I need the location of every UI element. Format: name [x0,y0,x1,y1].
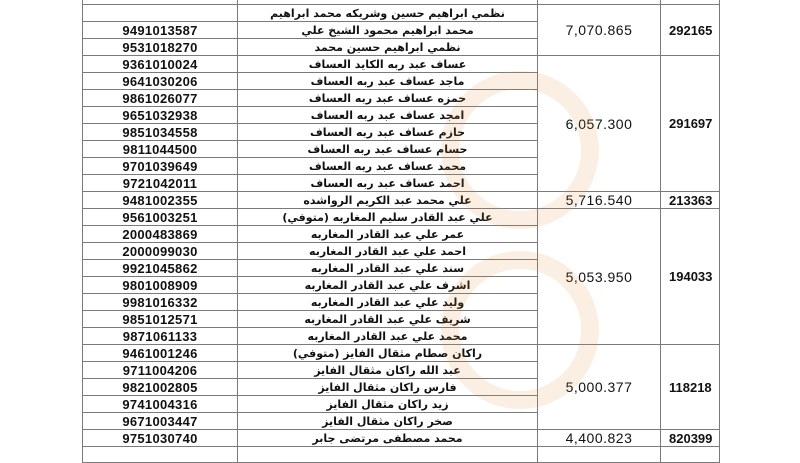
name-cell: عبد الله راكان مثقال الفايز [237,361,538,379]
name-cell: امجد عساف عبد ربه العساف [237,106,538,124]
id-number-cell: 9721042011 [82,174,238,192]
id-number-cell: 9861026077 [82,89,238,107]
amount-cell: 5,000.377 [537,344,661,430]
name-cell: شريف علي عبد القادر المغاربه [237,310,538,328]
name-cell: راكان صطام مثقال الفايز (متوفي) [237,344,538,362]
name-cell: محمد مصطفى مرتضى جابر [237,429,538,447]
name-cell: محمد عساف عبد ربه العساف [237,157,538,175]
name-cell: زيد راكان مثقال الفايز [237,395,538,413]
code-cell: 194033 [660,208,720,345]
name-cell: وليد علي عبد القادر المغاربه [237,293,538,311]
name-cell: سند علي عبد القادر المغاربه [237,259,538,277]
code-cell: 820399 [660,429,720,447]
id-number-cell: 9491013587 [82,21,238,39]
name-cell: نظمي ابراهيم حسين وشريكه محمد ابراهيم [237,4,538,22]
id-number-cell: 2000483869 [82,225,238,243]
name-cell: محمد ابراهيم محمود الشيخ علي [237,21,538,39]
name-cell: علي عبد القادر سليم المغاربه (متوفي) [237,208,538,226]
id-number-cell: 9811044500 [82,140,238,158]
id-number-cell: 9751030740 [82,429,238,447]
name-cell: فارس راكان مثقال الفايز [237,378,538,396]
id-number-cell: 9531018270 [82,38,238,56]
name-cell: احمد علي عبد القادر المغاربه [237,242,538,260]
name-cell: علي محمد عبد الكريم الرواشده [237,191,538,209]
name-cell: عمر علي عبد القادر المغاربه [237,225,538,243]
id-number-cell: 9851012571 [82,310,238,328]
amount-cell: 6,057.300 [537,55,661,192]
id-number-cell: 9361010024 [82,55,238,73]
amount-cell: 5,053.950 [537,208,661,345]
id-number-cell: 9701039649 [82,157,238,175]
beneficiaries-table: نظمي ابراهيم حسين وشريكه محمد ابراهيم 949… [82,0,720,463]
id-number-cell: 9921045862 [82,259,238,277]
id-number-cell: 9801008909 [82,276,238,294]
name-cell: احمد عساف عبد ربه العساف [237,174,538,192]
id-number-cell: 9871061133 [82,327,238,345]
name-cell: عساف عبد ربه الكايد العساف [237,55,538,73]
id-number-cell: 9671003447 [82,412,238,430]
id-number-cell: 9711004206 [82,361,238,379]
name-cell: ماجد عساف عبد ربه العساف [237,72,538,90]
name-cell: اشرف علي عبد القادر المغاربه [237,276,538,294]
id-number-cell: 9821002805 [82,378,238,396]
id-number-cell: 2000099030 [82,242,238,260]
code-cell: 118218 [660,344,720,430]
name-cell: حسام عساف عبد ربه العساف [237,140,538,158]
amount-cell: 4,400.823 [537,429,661,447]
id-number-cell: 9851034558 [82,123,238,141]
id-number-cell: 9461001246 [82,344,238,362]
id-number-cell: 9741004316 [82,395,238,413]
code-cell: 292165 [660,4,720,56]
code-cell: 213363 [660,191,720,209]
id-number-cell: 9641030206 [82,72,238,90]
name-cell: حازم عساف عبد ربه العساف [237,123,538,141]
name-cell: نظمي ابراهيم حسين محمد [237,38,538,56]
name-cell: صخر راكان مثقال الفايز [237,412,538,430]
id-number-cell: 9651032938 [82,106,238,124]
id-number-cell [82,4,238,22]
name-cell: محمد علي عبد القادر المغاربه [237,327,538,345]
id-number-cell: 9561003251 [82,208,238,226]
id-number-cell: 9481002355 [82,191,238,209]
amount-cell: 5,716.540 [537,191,661,209]
amount-cell: 7,070.865 [537,4,661,56]
name-cell: حمزه عساف عبد ربه العساف [237,89,538,107]
id-number-cell: 9981016332 [82,293,238,311]
code-cell: 291697 [660,55,720,192]
